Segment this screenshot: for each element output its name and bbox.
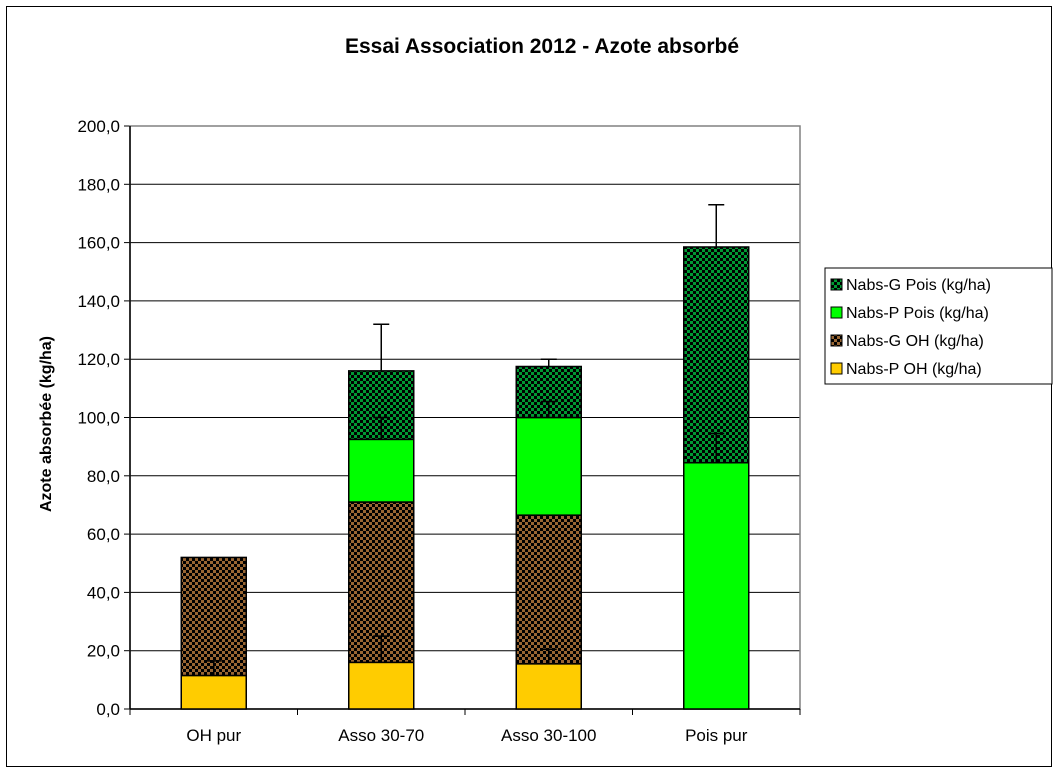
bar-segment — [515, 416, 582, 516]
chart-title: Essai Association 2012 - Azote absorbé — [345, 35, 739, 58]
y-tick-label: 100,0 — [77, 409, 120, 428]
bar-segment — [683, 461, 750, 710]
y-tick-label: 80,0 — [87, 467, 120, 486]
y-tick-label: 40,0 — [87, 583, 120, 602]
plot-area: 0,0 20,0 40,0 60,0 80,0 100,0 120,0 140,0 160,0 1… — [77, 117, 801, 745]
bar-segment — [348, 661, 415, 710]
bar-segment — [348, 438, 415, 503]
x-tick-label: OH pur — [186, 726, 241, 745]
y-tick-label: 0,0 — [96, 700, 120, 719]
x-tick-label: Asso 30-100 — [501, 726, 596, 745]
legend-swatch — [830, 334, 843, 347]
y-axis-label: Azote absorbée (kg/ha) — [38, 336, 55, 512]
y-tick-label: 160,0 — [77, 234, 120, 253]
legend-label: Nabs-G OH (kg/ha) — [846, 333, 984, 350]
legend-box — [824, 267, 1053, 385]
bar-segment — [180, 674, 247, 710]
y-tick-label: 20,0 — [87, 642, 120, 661]
legend-swatch — [830, 306, 843, 319]
bar-segment — [515, 663, 582, 710]
bar-segment — [515, 514, 582, 665]
legend: Nabs-G Pois (kg/ha) Nabs-P Pois (kg/ha) Na… — [824, 267, 1053, 385]
y-tick-label: 120,0 — [77, 350, 120, 369]
bar-segment — [180, 556, 247, 677]
legend-swatch — [830, 362, 843, 375]
x-tick-label: Asso 30-70 — [338, 726, 424, 745]
y-tick-label: 140,0 — [77, 292, 120, 311]
bar-segment — [683, 246, 750, 464]
legend-label: Nabs-P Pois (kg/ha) — [846, 305, 989, 322]
x-tick-label: Pois pur — [685, 726, 748, 745]
y-tick-label: 60,0 — [87, 525, 120, 544]
legend-label: Nabs-P OH (kg/ha) — [846, 361, 982, 378]
legend-swatch — [830, 278, 843, 291]
legend-label: Nabs-G Pois (kg/ha) — [846, 277, 991, 294]
y-tick-label: 200,0 — [77, 117, 120, 136]
y-tick-label: 180,0 — [77, 175, 120, 194]
